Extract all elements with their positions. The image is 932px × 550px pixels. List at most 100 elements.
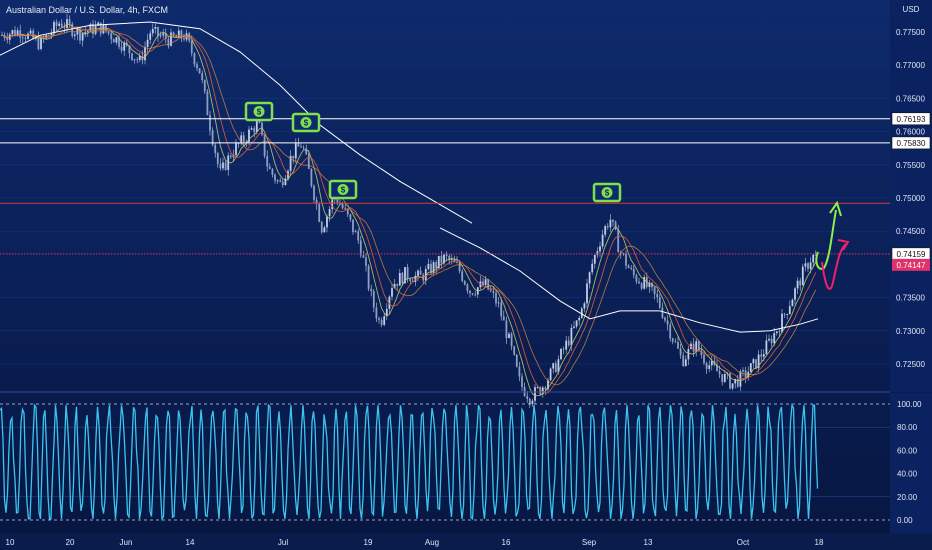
- oscillator-tick-label: 100.00: [897, 400, 922, 409]
- price-tick-label: 0.75500: [896, 161, 925, 170]
- candle-body: [274, 174, 276, 181]
- candle-body: [474, 294, 477, 296]
- candle-body: [443, 254, 445, 264]
- bearish-arrow-icon[interactable]: [821, 239, 850, 290]
- candle-body: [807, 263, 809, 269]
- candle-body: [222, 162, 224, 169]
- oscillator-tick-label: 60.00: [897, 446, 918, 455]
- candle-body: [66, 19, 68, 28]
- horizontal-levels[interactable]: [0, 118, 890, 255]
- candle-body: [812, 254, 815, 263]
- candle-body: [110, 33, 113, 40]
- time-tick-label: 16: [502, 538, 511, 547]
- candle-body: [289, 155, 292, 171]
- candle-body: [149, 33, 152, 40]
- level-price-tag[interactable]: 0.75830: [891, 136, 931, 150]
- candle-body: [531, 400, 534, 405]
- candle-body: [768, 338, 770, 341]
- candle-body: [76, 28, 79, 35]
- level-price-tag[interactable]: 0.74159: [891, 247, 931, 261]
- candle-body: [710, 360, 713, 366]
- candle-body: [357, 231, 360, 241]
- candle-body: [344, 208, 347, 210]
- candle-body: [302, 147, 305, 149]
- oscillator-axis[interactable]: 100.00 80.00 60.00 40.00 20.00 0.00: [890, 393, 932, 533]
- candle-body: [242, 135, 245, 142]
- candle-body: [557, 359, 560, 372]
- candle-body: [55, 21, 58, 26]
- level-price-label: 0.76193: [897, 115, 926, 124]
- candle-body: [632, 268, 635, 276]
- candle-body: [463, 280, 466, 285]
- candle-body: [612, 219, 614, 222]
- candle-body: [560, 348, 562, 360]
- candle-body: [383, 316, 386, 325]
- candle-body: [804, 263, 807, 267]
- candle-body: [248, 129, 250, 142]
- candle-body: [372, 291, 375, 308]
- candle-body: [162, 33, 165, 36]
- svg-text:$: $: [341, 186, 346, 195]
- candle-body: [755, 359, 757, 369]
- candle-body: [778, 331, 781, 333]
- candle-body: [783, 313, 786, 315]
- candle-body: [596, 251, 599, 256]
- candle-body: [388, 296, 391, 309]
- candle-body: [404, 267, 406, 284]
- candle-body: [809, 262, 812, 269]
- candle-body: [393, 283, 396, 289]
- ma-orange-line: [1, 28, 817, 386]
- candle-body: [323, 227, 326, 233]
- candle-body: [71, 23, 74, 36]
- candle-body: [513, 346, 516, 355]
- candle-body: [539, 387, 542, 395]
- candle-body: [21, 37, 24, 39]
- bullish-arrow-icon[interactable]: [815, 200, 842, 270]
- candle-body: [788, 306, 791, 314]
- candle-body: [757, 354, 760, 369]
- ma-mid-line: [1, 26, 817, 394]
- candle-body: [58, 23, 61, 26]
- price-tick-label: 0.76500: [896, 94, 925, 103]
- time-tick-label: Oct: [737, 538, 750, 547]
- candle-body: [731, 383, 734, 389]
- time-axis[interactable]: 10 20 Jun 14 Jul 19 Aug 16 Sep 13 Oct 18: [0, 533, 932, 550]
- candle-body: [328, 209, 331, 217]
- candle-body: [24, 38, 27, 39]
- candle-body: [133, 59, 136, 61]
- candle-body: [770, 338, 773, 344]
- candle-body: [307, 154, 310, 169]
- candle-body: [591, 263, 594, 273]
- candle-body: [391, 288, 393, 297]
- candle-body: [63, 26, 66, 28]
- candle-body: [739, 371, 742, 387]
- candle-body: [177, 30, 180, 38]
- candle-body: [359, 240, 362, 256]
- level-price-tag[interactable]: 0.76193: [891, 112, 931, 126]
- current-price-tag[interactable]: 0.74147: [892, 258, 930, 271]
- price-axis[interactable]: USD 0.77500 0.77000 0.76500 0.76000 0.75500 0…: [890, 0, 932, 392]
- candle-body: [16, 30, 19, 36]
- candle-body: [544, 387, 547, 390]
- candle-body: [370, 288, 373, 292]
- candle-body: [547, 380, 549, 390]
- candle-body: [679, 348, 682, 356]
- price-candles: [1, 13, 817, 408]
- candle-body: [593, 255, 596, 264]
- candle-body: [622, 253, 625, 254]
- candle-body: [453, 259, 456, 263]
- candle-body: [154, 26, 157, 29]
- candle-body: [456, 262, 458, 264]
- candle-body: [599, 246, 601, 252]
- candle-body: [666, 320, 669, 325]
- candle-body: [123, 42, 126, 51]
- candle-body: [523, 386, 526, 396]
- candle-body: [380, 319, 383, 325]
- candle-body: [128, 45, 131, 54]
- candle-body: [11, 30, 14, 35]
- candle-body: [115, 37, 118, 43]
- level-price-label: 0.74159: [897, 250, 926, 259]
- candle-body: [744, 370, 747, 378]
- candle-body: [227, 155, 230, 170]
